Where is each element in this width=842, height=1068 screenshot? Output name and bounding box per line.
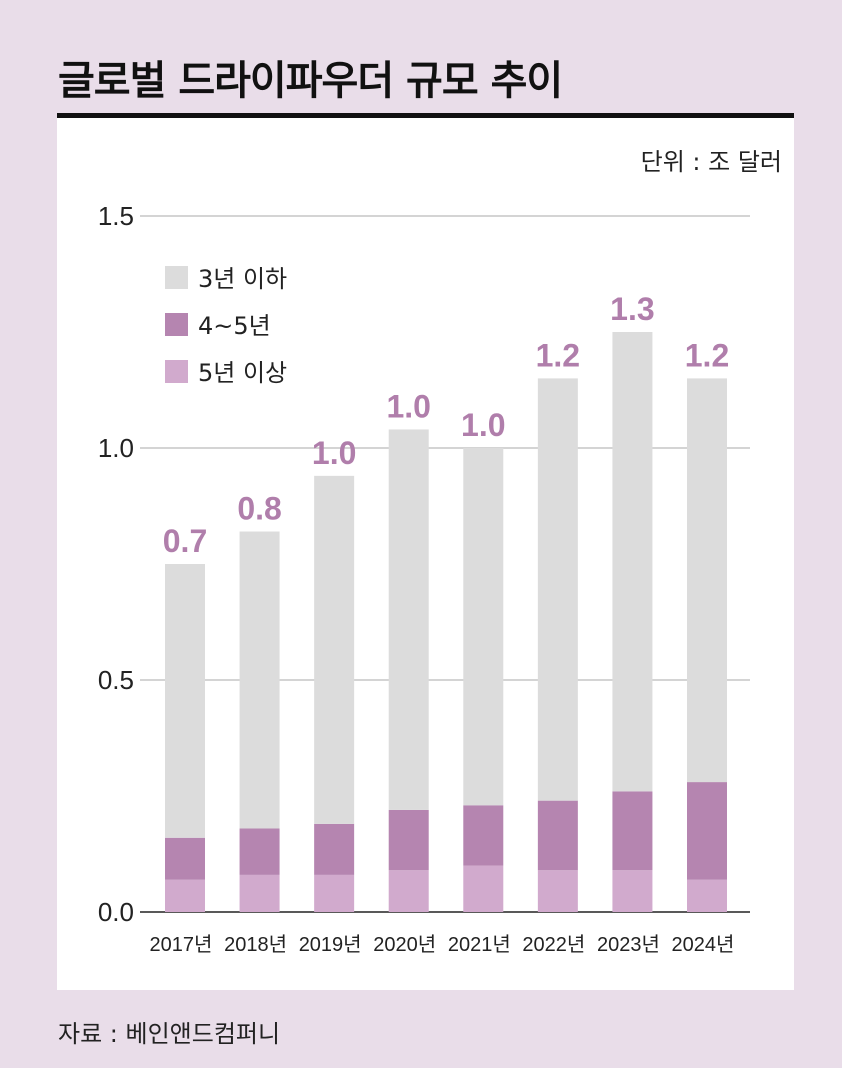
bar-segment xyxy=(537,800,578,871)
bar-segment xyxy=(314,475,355,824)
legend-swatch xyxy=(165,313,188,336)
y-tick-label: 0.5 xyxy=(98,665,134,695)
y-tick-label: 1.5 xyxy=(98,201,134,231)
x-tick-label: 2024년 xyxy=(672,933,735,956)
y-tick-label: 0.0 xyxy=(98,897,134,927)
bar-segment xyxy=(463,865,504,912)
legend-swatch xyxy=(165,266,188,289)
legend-label: 4~5년 xyxy=(198,312,271,340)
bar-segment xyxy=(463,448,504,806)
data-label: 1.2 xyxy=(536,337,580,373)
bar-segment xyxy=(388,809,429,871)
data-label: 1.0 xyxy=(312,435,356,471)
bar-segment xyxy=(239,828,280,875)
bar-segment xyxy=(165,879,205,912)
x-tick-label: 2021년 xyxy=(448,933,511,956)
data-label: 1.0 xyxy=(461,407,505,443)
bar-segment xyxy=(165,837,205,880)
x-tick-label: 2019년 xyxy=(299,933,362,956)
data-label: 0.7 xyxy=(163,523,207,559)
bar-segment xyxy=(687,879,727,912)
bar-segment xyxy=(388,870,429,912)
chart-title: 글로벌 드라이파우더 규모 추이 xyxy=(58,58,563,104)
bar-segment xyxy=(463,805,504,866)
legend-label: 3년 이하 xyxy=(198,265,287,293)
x-tick-label: 2017년 xyxy=(150,933,213,956)
bar-segment xyxy=(537,378,578,801)
unit-label: 단위 : 조 달러 xyxy=(640,148,782,176)
x-tick-label: 2023년 xyxy=(597,933,660,956)
x-tick-label: 2020년 xyxy=(373,933,436,956)
data-label: 1.0 xyxy=(386,388,430,424)
bar-segment xyxy=(612,870,653,912)
bar-segment xyxy=(537,870,578,912)
data-label: 1.3 xyxy=(610,291,654,327)
bar-segment xyxy=(239,531,280,829)
legend-swatch xyxy=(165,360,188,383)
x-tick-label: 2018년 xyxy=(224,933,287,956)
bar-segment xyxy=(165,564,205,838)
bar-segment xyxy=(314,874,355,912)
x-tick-label: 2022년 xyxy=(522,933,585,956)
legend-label: 5년 이상 xyxy=(198,359,287,387)
bar-segment xyxy=(687,782,727,880)
bar-segment xyxy=(612,332,653,792)
bar-segment xyxy=(612,791,653,871)
title-rule xyxy=(57,113,794,118)
source-label: 자료 : 베인앤드컴퍼니 xyxy=(58,1020,281,1048)
bar-segment xyxy=(239,874,280,912)
bar-segment xyxy=(687,378,727,783)
y-tick-label: 1.0 xyxy=(98,433,134,463)
bar-segment xyxy=(314,823,355,875)
data-label: 1.2 xyxy=(685,337,729,373)
bar-segment xyxy=(388,429,429,810)
data-label: 0.8 xyxy=(237,491,281,527)
